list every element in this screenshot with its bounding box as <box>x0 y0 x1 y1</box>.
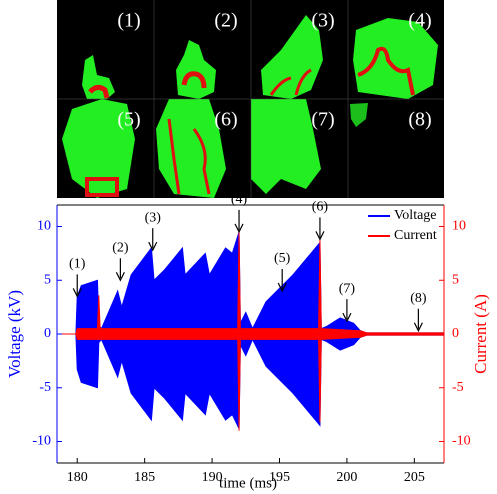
y-axis-label: Voltage (kV) <box>5 290 24 378</box>
x-tick-label: 180 <box>67 470 88 485</box>
annotation: (8) <box>410 291 427 306</box>
x-axis-label: time (ms) <box>219 475 277 491</box>
arrow-head <box>234 223 244 234</box>
annotation: (7) <box>339 281 356 296</box>
panel-label: (8) <box>408 109 431 131</box>
panel <box>353 18 438 99</box>
y2-tick-label: 0 <box>452 326 459 341</box>
x-tick-label: 205 <box>404 470 425 485</box>
annotation: (4) <box>231 192 248 207</box>
x-tick-label: 185 <box>134 470 155 485</box>
panel-label: (4) <box>408 10 431 32</box>
panel <box>62 99 135 198</box>
arrow-head <box>315 231 325 241</box>
legend-label: Current <box>394 228 437 243</box>
panel-label: (6) <box>214 109 237 131</box>
arrow-head <box>115 271 125 282</box>
y-tick-label: 0 <box>44 326 51 341</box>
image-panels <box>57 0 444 198</box>
legend-label: Voltage <box>394 208 437 223</box>
panel <box>176 40 216 99</box>
y-tick-label: -10 <box>32 434 51 449</box>
panel-label: (7) <box>311 109 334 131</box>
panel-label: (1) <box>117 10 140 32</box>
y-tick-label: 5 <box>44 272 51 287</box>
x-tick-label: 190 <box>202 470 223 485</box>
series-band <box>57 231 445 431</box>
annotation: (3) <box>145 210 162 225</box>
panel <box>261 15 323 99</box>
panel <box>350 103 368 127</box>
x-tick-label: 200 <box>336 470 357 485</box>
panel <box>156 99 226 198</box>
annotation: (6) <box>312 200 329 215</box>
y-tick-label: -5 <box>39 380 51 395</box>
y2-tick-label: -5 <box>452 380 464 395</box>
annotation: (1) <box>69 257 86 272</box>
panel-label: (5) <box>117 109 140 131</box>
y2-tick-label: 5 <box>452 272 459 287</box>
panel-label: (3) <box>311 10 334 32</box>
arrow-head <box>72 288 82 298</box>
panel-label: (2) <box>214 10 237 32</box>
annotation: (5) <box>274 251 291 266</box>
y2-axis-label: Current (A) <box>471 294 490 374</box>
panel <box>82 55 115 99</box>
y2-tick-label: 10 <box>452 219 466 234</box>
arrow-head <box>342 312 352 323</box>
arrow-head <box>413 322 423 333</box>
annotation: (2) <box>112 240 129 255</box>
y2-tick-label: -10 <box>452 434 471 449</box>
x-tick-label: 195 <box>269 470 290 485</box>
arrow-head <box>148 241 158 252</box>
y-tick-label: 10 <box>37 219 51 234</box>
panel <box>251 99 321 194</box>
arrow-head <box>277 282 287 293</box>
